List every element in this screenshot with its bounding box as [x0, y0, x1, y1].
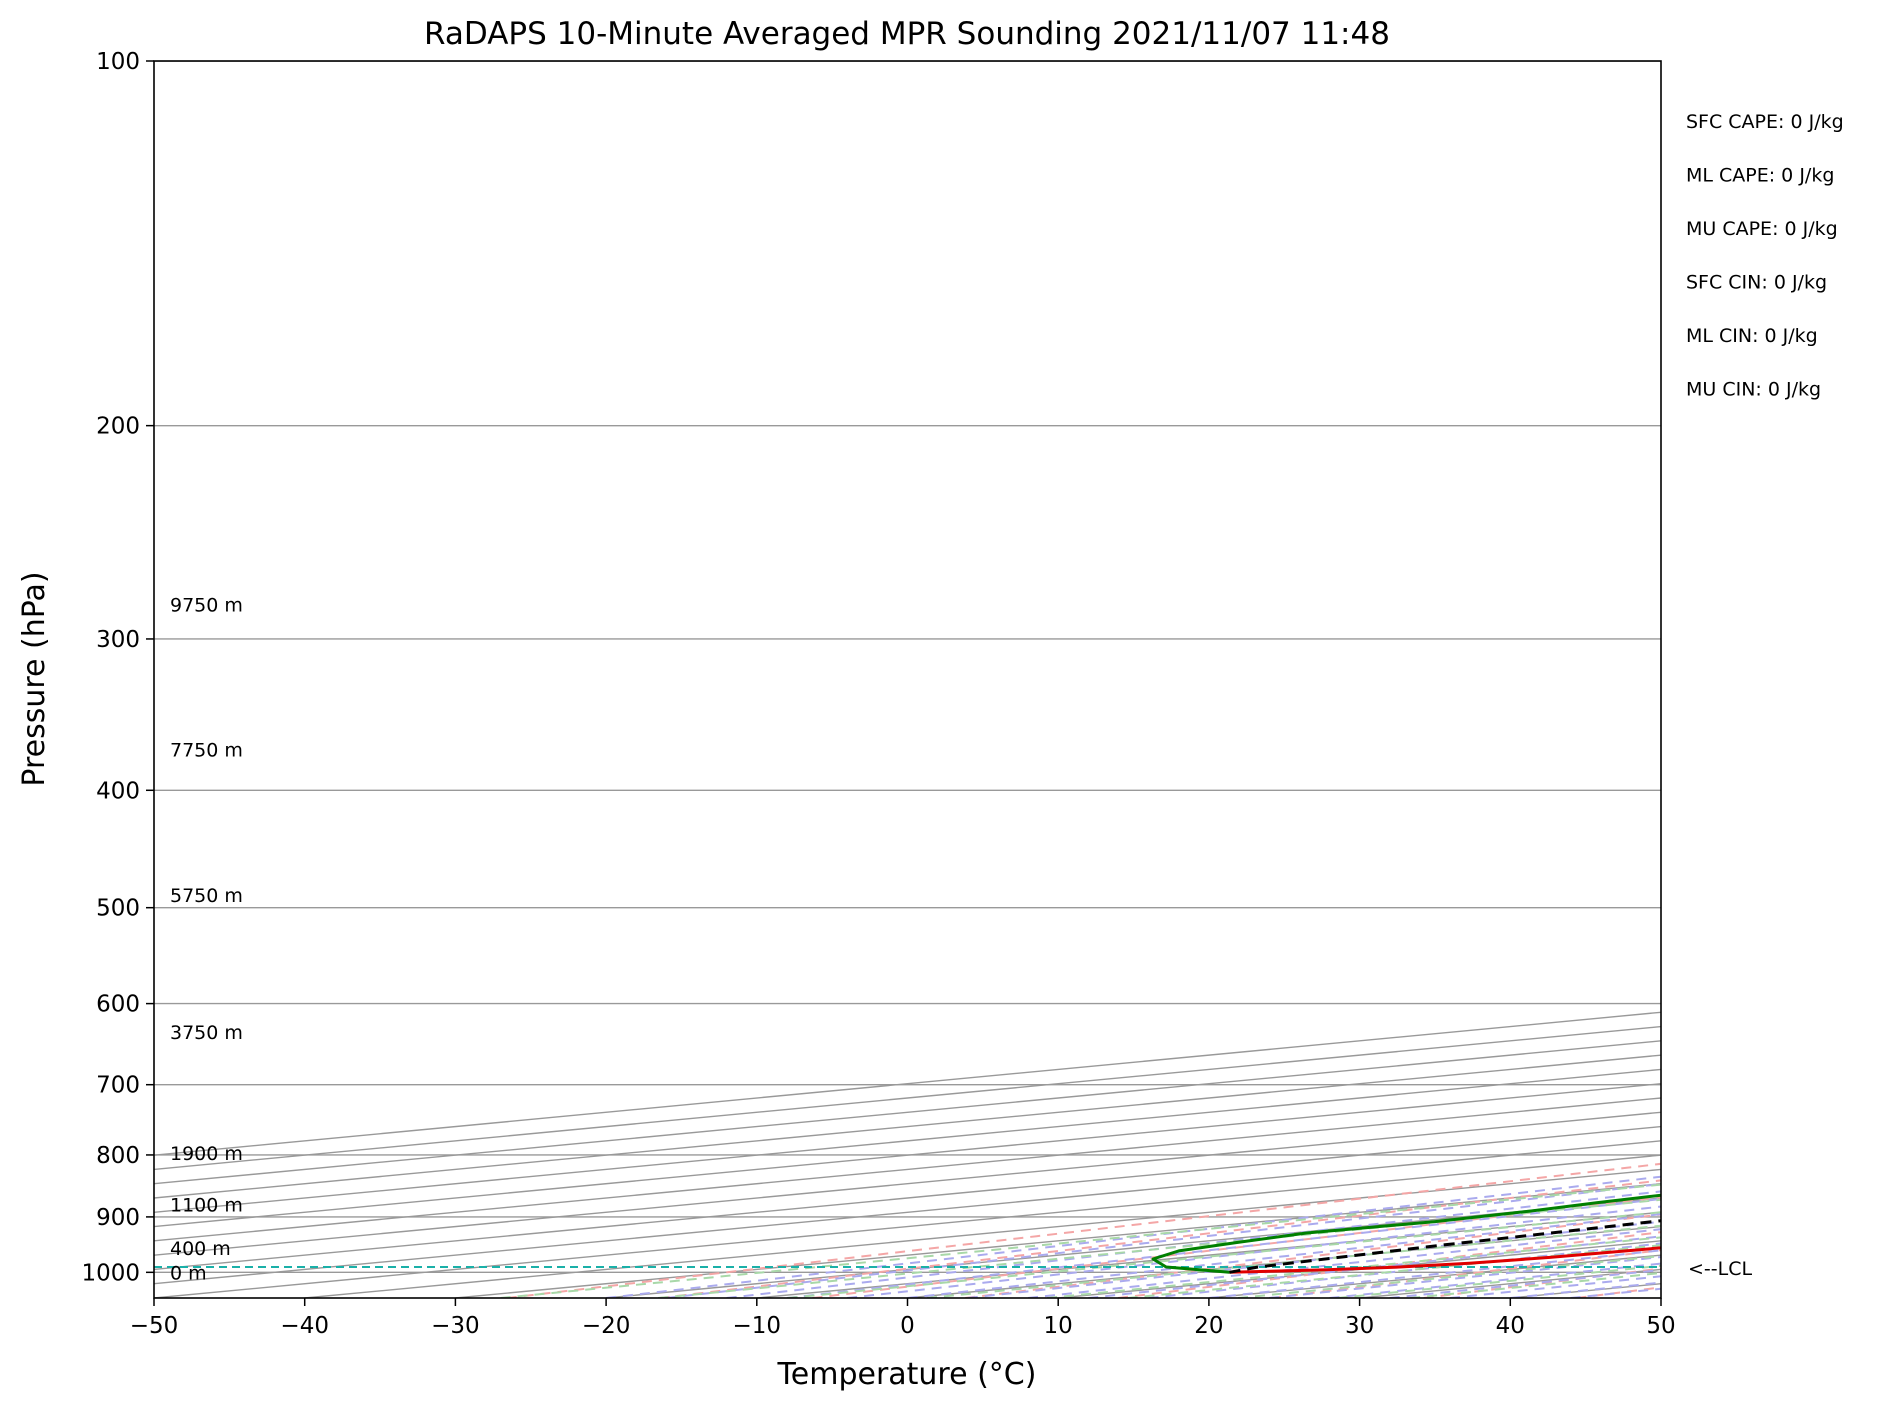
y-axis-label: Pressure (hPa)	[17, 571, 52, 786]
stat-label: ML CIN: 0 J/kg	[1686, 325, 1818, 347]
background-lines	[0, 61, 1882, 1298]
x-tick-label: 50	[1646, 1313, 1675, 1339]
isotherm-line	[154, 61, 1882, 1298]
dry-adiabat-line	[813, 61, 1882, 1298]
height-label: 0 m	[170, 1262, 207, 1284]
x-tick-label: 0	[900, 1313, 915, 1339]
moist-adiabat-line	[787, 61, 1882, 1298]
height-label: 1100 m	[170, 1194, 243, 1216]
isotherm-line	[455, 61, 1882, 1298]
x-tick-label: 10	[1044, 1313, 1073, 1339]
height-label: 5750 m	[170, 885, 243, 907]
chart-title: RaDAPS 10-Minute Averaged MPR Sounding 2…	[424, 16, 1390, 52]
isotherm-line	[305, 61, 1882, 1298]
dry-adiabat-line	[507, 61, 1882, 1298]
y-tick-label: 800	[96, 1143, 140, 1169]
x-tick-label: −40	[280, 1313, 329, 1339]
dewpoint-profile-line	[1153, 630, 1882, 1272]
y-axis-ticks: 100 200 300 400 500 600 700 800 900 1000	[81, 49, 154, 1286]
isotherm-line	[757, 61, 1882, 1298]
y-tick-label: 900	[96, 1205, 140, 1231]
y-tick-label: 400	[96, 778, 140, 804]
isotherm-line	[0, 61, 1882, 1298]
x-axis-ticks: −50 −40 −30 −20 −10 0 10 20 30 40 50	[130, 1298, 1676, 1339]
moist-adiabat-line	[1209, 61, 1882, 1298]
isotherm-line	[1812, 61, 1882, 1298]
moist-adiabat-line	[1028, 61, 1882, 1298]
moist-adiabat-line	[1571, 61, 1882, 1298]
isotherm-line	[0, 61, 1882, 1298]
isotherm-line	[606, 61, 1882, 1298]
x-tick-label: −50	[130, 1313, 179, 1339]
dry-adiabat-line	[965, 61, 1882, 1298]
x-axis-label: Temperature (°C)	[777, 1357, 1037, 1392]
isotherm-line	[1209, 61, 1882, 1298]
y-tick-label: 1000	[81, 1260, 140, 1286]
y-tick-label: 200	[96, 414, 140, 440]
isotherm-line	[0, 61, 1882, 1298]
isotherm-line	[1360, 61, 1882, 1298]
y-tick-label: 500	[96, 896, 140, 922]
isotherm-line	[1510, 61, 1882, 1298]
stat-label: SFC CIN: 0 J/kg	[1686, 272, 1827, 294]
isotherm-line	[0, 61, 1882, 1298]
moist-adiabat-line	[1390, 61, 1882, 1298]
temperature-profile-line	[1230, 574, 1882, 1273]
isotherm-line	[0, 61, 1882, 1298]
dry-adiabat-line	[1729, 61, 1882, 1298]
moist-adiabat-line	[666, 61, 1882, 1298]
y-tick-label: 300	[96, 627, 140, 653]
height-label: 400 m	[170, 1238, 231, 1260]
moist-adiabat-line	[1330, 61, 1882, 1298]
y-tick-label: 600	[96, 992, 140, 1018]
height-label: 1900 m	[170, 1143, 243, 1165]
y-tick-label: 100	[96, 49, 140, 75]
isotherm-line	[0, 61, 1882, 1298]
stat-label: MU CIN: 0 J/kg	[1686, 379, 1821, 401]
x-tick-label: 30	[1345, 1313, 1374, 1339]
isotherm-line	[1058, 61, 1882, 1298]
height-label: 9750 m	[170, 595, 243, 617]
dry-adiabat-line	[1118, 61, 1882, 1298]
parcel-profile-line	[1230, 618, 1882, 1273]
x-tick-label: −10	[733, 1313, 782, 1339]
x-tick-label: −20	[582, 1313, 631, 1339]
dry-adiabat-line	[1577, 61, 1882, 1298]
stat-label: MU CAPE: 0 J/kg	[1686, 218, 1838, 240]
isotherm-line	[0, 61, 1882, 1298]
isotherm-line	[0, 61, 1882, 1298]
x-tick-label: −30	[431, 1313, 480, 1339]
isotherm-line	[0, 61, 1882, 1298]
height-label: 7750 m	[170, 739, 243, 761]
stat-label: ML CAPE: 0 J/kg	[1686, 165, 1834, 187]
stat-label: SFC CAPE: 0 J/kg	[1686, 111, 1844, 133]
isotherm-line	[3, 61, 1882, 1298]
moist-adiabat-line	[1510, 61, 1882, 1298]
dry-adiabat-line	[660, 61, 1882, 1298]
x-tick-label: 20	[1194, 1313, 1223, 1339]
lcl-annotation: <--LCL	[1688, 1258, 1752, 1280]
moist-adiabat-line	[606, 61, 1882, 1298]
mixing-ratio-line	[658, 1004, 1882, 1298]
y-tick-label: 700	[96, 1073, 140, 1099]
height-label: 3750 m	[170, 1022, 243, 1044]
mixing-ratio-line	[1338, 1004, 1882, 1298]
lcl-label: <--LCL	[1688, 1258, 1752, 1280]
stability-indices: SFC CAPE: 0 J/kg ML CAPE: 0 J/kg MU CAPE: …	[1686, 111, 1844, 401]
x-tick-label: 40	[1496, 1313, 1525, 1339]
moist-adiabat-line	[968, 61, 1882, 1298]
isotherm-line	[1661, 61, 1882, 1298]
